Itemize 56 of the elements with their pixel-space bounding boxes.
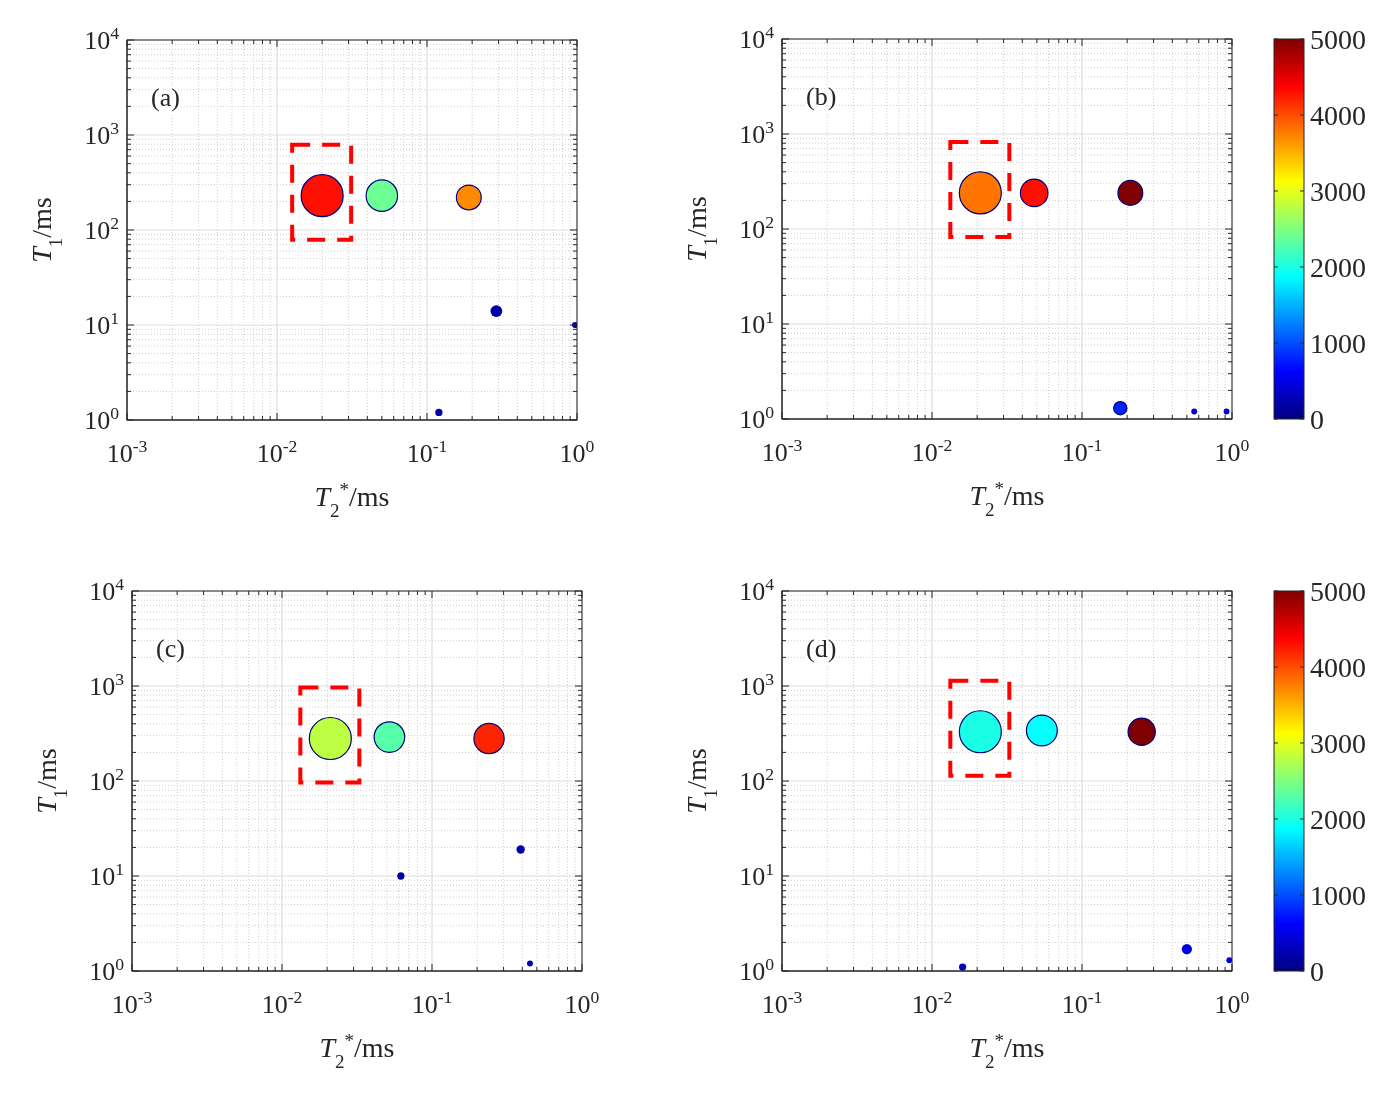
y-tick-label: 10$^{0}$ <box>84 403 120 435</box>
y-tick-label: 10$^{3}$ <box>89 669 125 701</box>
x-tick-label: 10$^{-2}$ <box>256 436 298 468</box>
annotation: (b) <box>806 82 837 111</box>
x-tick-label: 10$^{-3}$ <box>761 435 803 467</box>
x-tick-label: 10$^{-2}$ <box>911 987 953 1019</box>
color-bar-label: 0 <box>1310 956 1324 987</box>
color-bar-label: 5000 <box>1310 24 1366 55</box>
x-tick-label: 10$^{-2}$ <box>911 435 953 467</box>
annotation: (c) <box>156 634 185 663</box>
x-tick-label: 10$^{-1}$ <box>1061 435 1103 467</box>
y-tick-label: 10$^{4}$ <box>739 574 775 606</box>
y-tick-label: 10$^{0}$ <box>739 402 775 434</box>
y-tick-label: 10$^{1}$ <box>739 307 774 339</box>
y-tick-label: 10$^{2}$ <box>739 212 774 244</box>
x-tick-label: 10$^{-1}$ <box>411 987 453 1019</box>
y-tick-label: 10$^{1}$ <box>89 859 124 891</box>
color-bar-label: 3000 <box>1310 728 1366 759</box>
y-tick-label: 10$^{4}$ <box>739 22 775 54</box>
x-tick-label: 10$^{-3}$ <box>106 436 148 468</box>
color-bar-label: 0 <box>1310 404 1324 435</box>
y-tick-label: 10$^{3}$ <box>84 118 120 150</box>
y-tick-label: 10$^{2}$ <box>89 764 124 796</box>
y-tick-label: 10$^{1}$ <box>84 308 119 340</box>
y-tick-label: 10$^{1}$ <box>739 859 774 891</box>
color-bar-label: 1000 <box>1310 880 1366 911</box>
x-tick-label: 10$^{-2}$ <box>261 987 303 1019</box>
x-axis-title: T$_{2}$$^{*}$/ms <box>969 1029 1045 1072</box>
x-axis-title: T$_{2}$$^{*}$/ms <box>969 477 1045 520</box>
color-bar-label: 2000 <box>1310 252 1366 283</box>
color-bar-label: 5000 <box>1310 576 1366 607</box>
y-tick-label: 10$^{4}$ <box>89 574 125 606</box>
y-tick-label: 10$^{0}$ <box>739 954 775 986</box>
y-tick-label: 10$^{0}$ <box>89 954 125 986</box>
x-tick-label: 10$^{0}$ <box>1214 435 1250 467</box>
x-tick-label: 10$^{-1}$ <box>1061 987 1103 1019</box>
y-tick-label: 10$^{3}$ <box>739 669 775 701</box>
x-tick-label: 10$^{-3}$ <box>761 987 803 1019</box>
x-axis-title: T$_{2}$$^{*}$/ms <box>314 478 390 521</box>
color-bar-label: 3000 <box>1310 176 1366 207</box>
y-tick-label: 10$^{3}$ <box>739 117 775 149</box>
x-tick-label: 10$^{-3}$ <box>111 987 153 1019</box>
annotation: (d) <box>806 634 837 663</box>
y-tick-label: 10$^{2}$ <box>84 213 119 245</box>
y-tick-label: 10$^{2}$ <box>739 764 774 796</box>
x-tick-label: 10$^{0}$ <box>559 436 595 468</box>
color-bar-label: 4000 <box>1310 652 1366 683</box>
color-bar-label: 4000 <box>1310 100 1366 131</box>
color-bar-label: 1000 <box>1310 328 1366 359</box>
x-tick-label: 10$^{-1}$ <box>406 436 448 468</box>
y-tick-label: 10$^{4}$ <box>84 23 120 55</box>
x-tick-label: 10$^{0}$ <box>564 987 600 1019</box>
color-bar-label: 2000 <box>1310 804 1366 835</box>
annotation: (a) <box>151 83 180 112</box>
x-axis-title: T$_{2}$$^{*}$/ms <box>319 1029 395 1072</box>
x-tick-label: 10$^{0}$ <box>1214 987 1250 1019</box>
